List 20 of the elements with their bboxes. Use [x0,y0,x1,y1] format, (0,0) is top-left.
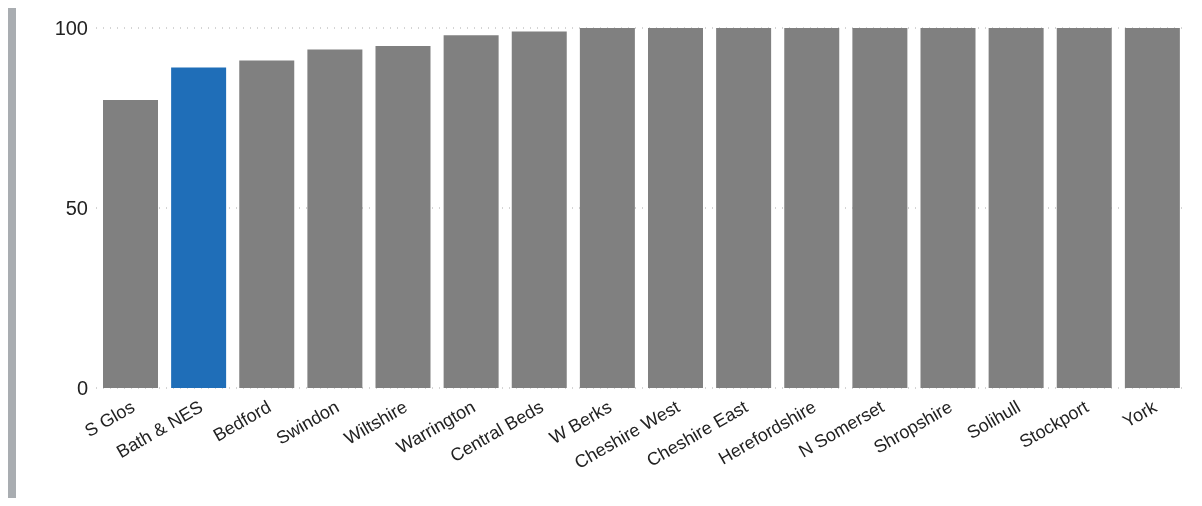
bar [239,60,295,388]
bar [443,35,499,388]
bar [375,46,431,388]
bar [511,31,567,388]
bar [988,28,1044,388]
bar [920,28,976,388]
bar [1056,28,1112,388]
bar [852,28,908,388]
x-tick-label: York [1119,396,1161,432]
y-tick-label: 0 [76,377,88,400]
bar [784,28,840,388]
y-tick-label: 100 [54,17,88,40]
y-tick-label: 50 [65,197,88,220]
bar [579,28,635,388]
bar [103,100,158,388]
bar [648,28,703,388]
bar [171,67,227,388]
bar [716,28,772,388]
bar [307,49,363,388]
bar [1124,28,1180,388]
